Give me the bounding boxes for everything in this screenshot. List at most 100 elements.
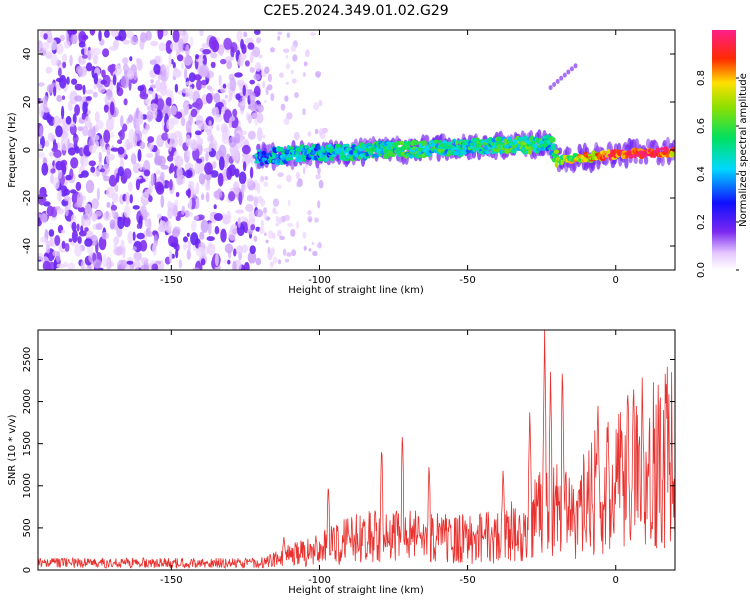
heatmap-noise-cell: [250, 223, 256, 231]
heatmap-cell: [455, 140, 459, 146]
heatmap-noise-cell: [256, 127, 263, 142]
heatmap-noise-cell: [132, 246, 137, 251]
heatmap-noise-cell: [262, 134, 266, 139]
heatmap-noise-cell: [277, 229, 282, 237]
heatmap-noise-cell: [110, 131, 115, 139]
heatmap-noise-cell: [194, 161, 201, 175]
heatmap-xtick-label: -50: [459, 275, 475, 286]
heatmap-noise-cell: [170, 105, 177, 116]
heatmap-cell: [330, 156, 334, 162]
heatmap-noise-cell: [53, 176, 60, 190]
heatmap-noise-cell: [194, 130, 202, 136]
heatmap-noise-cell: [42, 260, 51, 270]
heatmap-noise-cell: [200, 219, 209, 233]
heatmap-noise-cell: [282, 248, 287, 256]
heatmap-noise-cell: [308, 248, 312, 252]
heatmap-noise-cell: [66, 76, 70, 85]
heatmap-noise-cell: [253, 235, 258, 242]
heatmap-noise-cell: [210, 61, 216, 69]
heatmap-noise-cell: [106, 146, 111, 156]
heatmap-cell: [638, 158, 644, 165]
heatmap-noise-cell: [284, 48, 288, 54]
heatmap-noise-cell: [105, 186, 115, 199]
heatmap-noise-cell: [241, 183, 246, 191]
heatmap-noise-cell: [239, 216, 247, 221]
heatmap-cell: [485, 150, 490, 155]
heatmap-noise-cell: [101, 232, 109, 240]
heatmap-noise-cell: [188, 86, 194, 100]
heatmap-noise-cell: [251, 112, 260, 120]
heatmap-noise-cell: [43, 95, 49, 104]
heatmap-cell: [413, 140, 419, 146]
heatmap-noise-cell: [236, 79, 245, 87]
heatmap-noise-cell: [315, 128, 319, 135]
heatmap-noise-cell: [130, 153, 137, 165]
heatmap-noise-cell: [176, 175, 183, 186]
heatmap-cell: [634, 138, 639, 149]
heatmap-noise-cell: [125, 191, 130, 206]
heatmap-noise-cell: [296, 221, 299, 230]
heatmap-noise-cell: [313, 102, 320, 111]
heatmap-noise-cell: [53, 149, 62, 158]
heatmap-noise-cell: [94, 140, 99, 149]
heatmap-noise-cell: [93, 54, 99, 65]
heatmap-noise-cell: [221, 131, 229, 145]
heatmap-noise-cell: [67, 147, 76, 156]
heatmap-noise-cell: [167, 207, 174, 220]
snr-xtick-label: -50: [459, 575, 475, 586]
heatmap-noise-cell: [204, 162, 213, 175]
heatmap-noise-cell: [247, 113, 253, 124]
heatmap-noise-cell: [95, 210, 102, 217]
heatmap-noise-cell: [196, 246, 205, 258]
snr-content: [38, 330, 675, 570]
heatmap-noise-cell: [61, 105, 65, 120]
heatmap-noise-cell: [75, 181, 82, 191]
heatmap-cell: [562, 72, 567, 78]
heatmap-noise-cell: [284, 258, 290, 263]
heatmap-noise-cell: [137, 85, 145, 92]
heatmap-noise-cell: [315, 71, 322, 77]
heatmap-noise-cell: [234, 72, 243, 78]
heatmap-noise-cell: [93, 83, 97, 90]
heatmap-noise-cell: [102, 48, 110, 58]
heatmap-noise-cell: [260, 198, 266, 207]
colorbar-tick-label: 0.6: [696, 118, 707, 134]
heatmap-noise-cell: [270, 247, 275, 256]
heatmap-noise-cell: [57, 189, 61, 202]
heatmap-noise-cell: [91, 198, 99, 210]
heatmap-cell: [569, 66, 574, 72]
heatmap-noise-cell: [207, 244, 216, 256]
heatmap-noise-cell: [280, 103, 286, 111]
heatmap-noise-cell: [117, 259, 125, 270]
heatmap-noise-cell: [140, 206, 145, 215]
heatmap-noise-cell: [199, 30, 204, 37]
heatmap-noise-cell: [106, 256, 111, 270]
heatmap-noise-cell: [55, 125, 63, 138]
heatmap-noise-cell: [220, 123, 229, 134]
heatmap-noise-cell: [254, 30, 261, 35]
heatmap-noise-cell: [98, 85, 106, 94]
heatmap-noise-cell: [127, 230, 134, 245]
heatmap-noise-cell: [59, 34, 65, 42]
heatmap-noise-cell: [249, 245, 256, 255]
heatmap-noise-cell: [234, 168, 240, 178]
heatmap-noise-cell: [167, 182, 171, 187]
heatmap-cell: [501, 150, 505, 154]
heatmap-noise-cell: [74, 83, 83, 91]
heatmap-noise-cell: [286, 112, 293, 120]
heatmap-noise-cell: [60, 138, 69, 151]
heatmap-noise-cell: [248, 104, 251, 110]
heatmap-noise-cell: [210, 133, 214, 145]
heatmap-noise-cell: [158, 225, 167, 233]
heatmap-cell: [491, 137, 497, 143]
snr-xtick-label: -100: [308, 575, 331, 586]
heatmap-noise-cell: [284, 95, 289, 102]
heatmap-cell: [549, 136, 556, 143]
colorbar-tick-label: 0.4: [696, 166, 707, 182]
heatmap-noise-cell: [265, 239, 269, 244]
heatmap-noise-cell: [223, 37, 233, 50]
colorbar-label: Normalized spectral amplitude: [738, 73, 749, 227]
heatmap-cell: [670, 152, 675, 157]
heatmap-noise-cell: [84, 238, 93, 247]
